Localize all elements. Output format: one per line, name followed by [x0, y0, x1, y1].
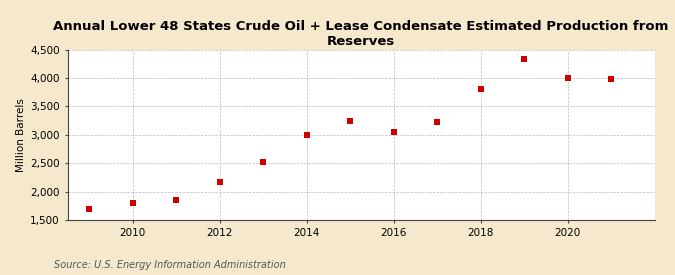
Text: Source: U.S. Energy Information Administration: Source: U.S. Energy Information Administ… [54, 260, 286, 270]
Y-axis label: Million Barrels: Million Barrels [16, 98, 26, 172]
Title: Annual Lower 48 States Crude Oil + Lease Condensate Estimated Production from Re: Annual Lower 48 States Crude Oil + Lease… [53, 20, 669, 48]
